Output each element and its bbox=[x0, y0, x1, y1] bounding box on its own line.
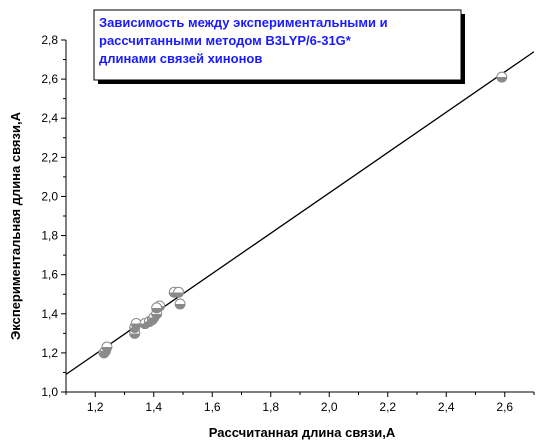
x-tick-label: 1,2 bbox=[87, 400, 104, 414]
y-tick-label: 1,2 bbox=[41, 346, 58, 360]
y-tick-label: 2,6 bbox=[41, 72, 58, 86]
x-tick-label: 2,4 bbox=[438, 400, 455, 414]
y-axis-title: Экспериментальная длина связи,A bbox=[8, 111, 23, 340]
y-tick-label: 1,0 bbox=[41, 385, 58, 399]
x-tick-label: 1,6 bbox=[204, 400, 221, 414]
plot-area: 1,0 1,2 1,4 1,6 1,8 2,0 2,2 2,4 2,6 2,8 1,2 1,4 1,6 1… bbox=[41, 33, 535, 414]
x-tick-label: 1,4 bbox=[145, 400, 162, 414]
y-tick-label: 1,6 bbox=[41, 268, 58, 282]
y-tick-label: 2,8 bbox=[41, 33, 58, 47]
title-box-frame bbox=[93, 9, 462, 81]
x-tick-label: 1,8 bbox=[262, 400, 279, 414]
y-tick-label: 1,8 bbox=[41, 229, 58, 243]
x-tick-label: 2,6 bbox=[496, 400, 513, 414]
y-tick-label: 1,4 bbox=[41, 307, 58, 321]
data-point bbox=[151, 302, 163, 314]
data-point bbox=[496, 71, 508, 83]
chart-title-line-1: Зависимость между экспериментальными и bbox=[99, 15, 388, 30]
y-tick-label: 2,0 bbox=[41, 189, 58, 203]
y-tick-label: 2,4 bbox=[41, 111, 58, 125]
data-point bbox=[174, 298, 186, 310]
data-point bbox=[101, 341, 113, 353]
x-tick-label: 2,0 bbox=[321, 400, 338, 414]
x-tick-label: 2,2 bbox=[379, 400, 396, 414]
chart-title-box: Зависимость между экспериментальными и р… bbox=[93, 9, 465, 84]
y-tick-label: 2,2 bbox=[41, 150, 58, 164]
x-axis-title: Рассчитанная длина связи,A bbox=[209, 425, 396, 440]
chart-title-line-2: рассчитанными методом B3LYP/6-31G* bbox=[99, 33, 352, 48]
chart-title-line-3: длинами связей хинонов bbox=[99, 51, 262, 66]
data-point bbox=[173, 286, 185, 298]
